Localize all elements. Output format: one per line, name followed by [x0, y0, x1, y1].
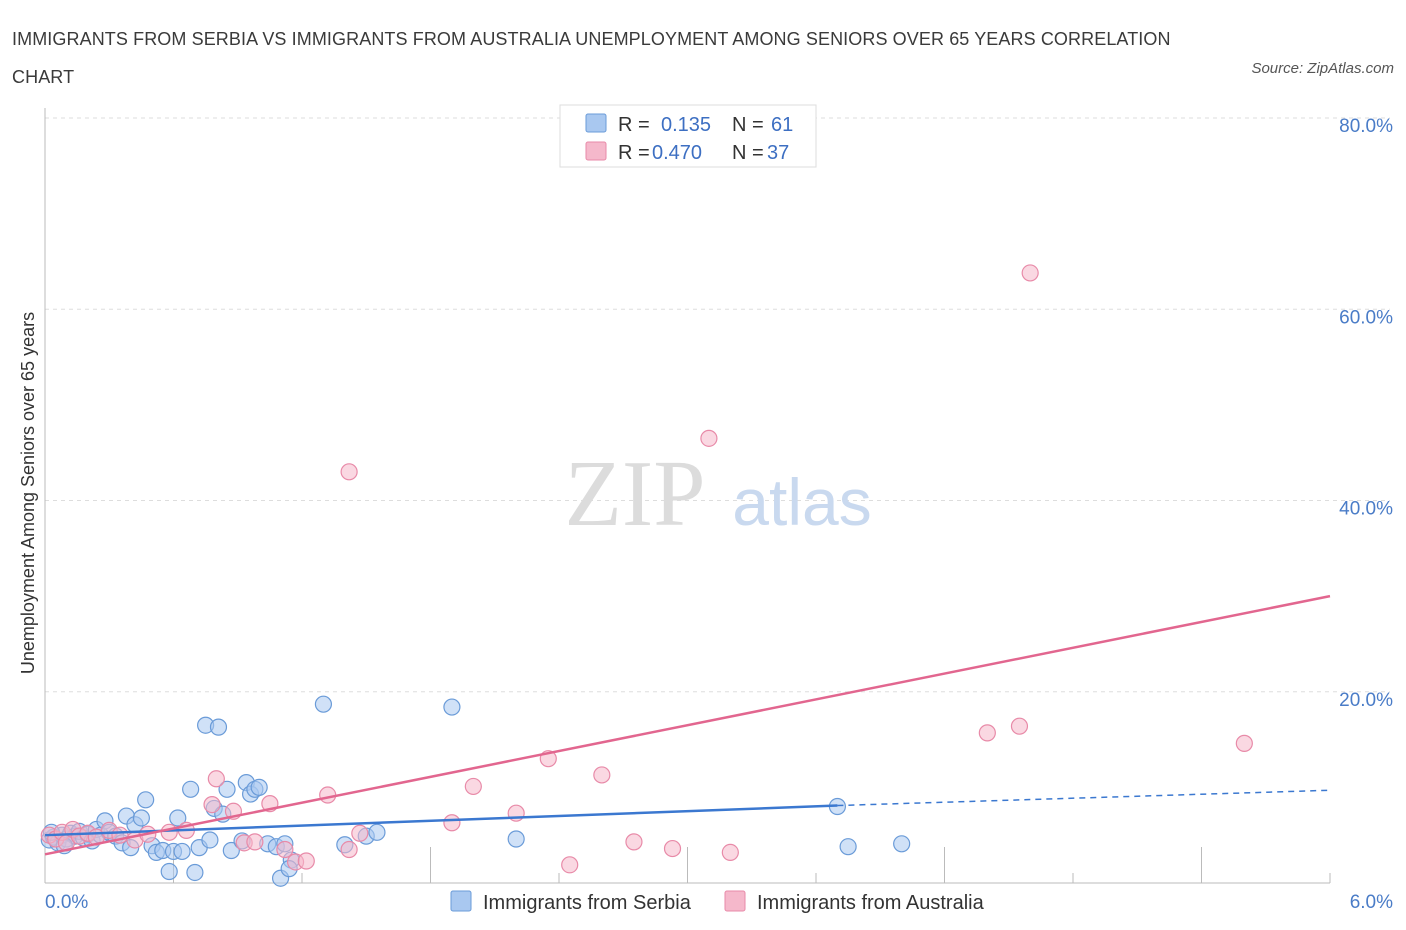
australia-point [593, 766, 611, 784]
x-tick-label-min: 0.0% [45, 892, 88, 913]
grid-lines [45, 117, 1390, 693]
y-tick-label-60: 60.0% [1339, 307, 1393, 328]
y-tick-label-20: 20.0% [1339, 690, 1393, 711]
serbia-point [132, 809, 150, 827]
australia-point [625, 833, 643, 851]
australia-point [207, 770, 225, 788]
australia-points [40, 264, 1253, 874]
australia-point [276, 840, 294, 859]
legend-serbia-r-label: R = [618, 114, 650, 136]
y-axis-label: Unemployment Among Seniors over 65 years [18, 312, 38, 674]
legend-serbia-r-value: 0.135 [661, 114, 711, 136]
australia-point [340, 840, 358, 859]
serbia-point [186, 863, 204, 882]
legend-australia-n-value: 37 [767, 142, 789, 164]
serbia-point [368, 823, 386, 841]
serbia-point [169, 809, 187, 827]
watermark-zip: ZIP [565, 442, 706, 546]
chart-title: IMMIGRANTS FROM SERBIA VS IMMIGRANTS FRO… [12, 29, 1171, 87]
legend-australia-r-value: 0.470 [652, 142, 702, 164]
serbia-point [209, 718, 228, 736]
serbia-point [222, 841, 240, 860]
australia-point [340, 463, 358, 481]
watermark-atlas: atlas [732, 465, 871, 539]
source-label: Source: ZipAtlas.com [1251, 60, 1394, 77]
bottom-legend-australia-label: Immigrants from Australia [757, 892, 985, 914]
trend-lines [44, 594, 1331, 856]
serbia-point [218, 780, 236, 798]
australia-point [978, 724, 996, 742]
australia-point [1235, 734, 1253, 752]
serbia-point [507, 830, 525, 848]
australia-point [246, 833, 264, 851]
australia-trend-line [44, 594, 1331, 856]
legend-serbia-swatch [585, 113, 607, 133]
serbia-point [250, 778, 268, 796]
australia-point [351, 824, 369, 842]
serbia-point [201, 831, 219, 849]
australia-point [297, 852, 315, 870]
australia-point [700, 429, 718, 447]
serbia-point [160, 862, 178, 881]
bottom-legend-serbia-swatch [450, 890, 472, 912]
y-tick-label-80: 80.0% [1339, 116, 1393, 137]
australia-point [203, 795, 221, 814]
australia-point [1010, 717, 1029, 735]
legend-australia-n-label: N = [732, 142, 764, 164]
serbia-trend-line [44, 804, 838, 837]
serbia-point [893, 835, 911, 853]
legend-australia-r-label: R = [618, 142, 650, 164]
legend-serbia-n-label: N = [732, 114, 764, 136]
bottom-legend-australia-swatch [724, 890, 746, 912]
serbia-point [839, 838, 857, 856]
x-tick-label-max: 6.0% [1350, 892, 1393, 913]
australia-point [319, 786, 337, 804]
series-legend: Immigrants from Serbia Immigrants from A… [450, 890, 985, 914]
y-tick-label-40: 40.0% [1339, 499, 1393, 520]
legend-australia-swatch [585, 141, 607, 161]
serbia-point [314, 695, 333, 713]
watermark: ZIP atlas [565, 442, 872, 546]
bottom-legend-serbia-label: Immigrants from Serbia [483, 892, 692, 914]
serbia-point [137, 791, 155, 809]
australia-point [721, 843, 739, 862]
correlation-legend: R = 0.135 N = 61 R = 0.470 N = 37 [559, 104, 817, 168]
serbia-point [443, 698, 461, 716]
australia-point [160, 823, 178, 841]
legend-serbia-n-value: 61 [771, 114, 793, 136]
australia-point [1021, 264, 1039, 282]
australia-point [464, 777, 482, 796]
australia-point [663, 839, 682, 858]
serbia-point [173, 842, 191, 861]
serbia-trend-line-extrapolated [837, 789, 1331, 807]
serbia-point [182, 780, 200, 798]
australia-point [443, 814, 461, 832]
tick-labels: 20.0% 40.0% 60.0% 80.0% 0.0% 6.0% [45, 116, 1393, 913]
australia-point [561, 856, 579, 874]
